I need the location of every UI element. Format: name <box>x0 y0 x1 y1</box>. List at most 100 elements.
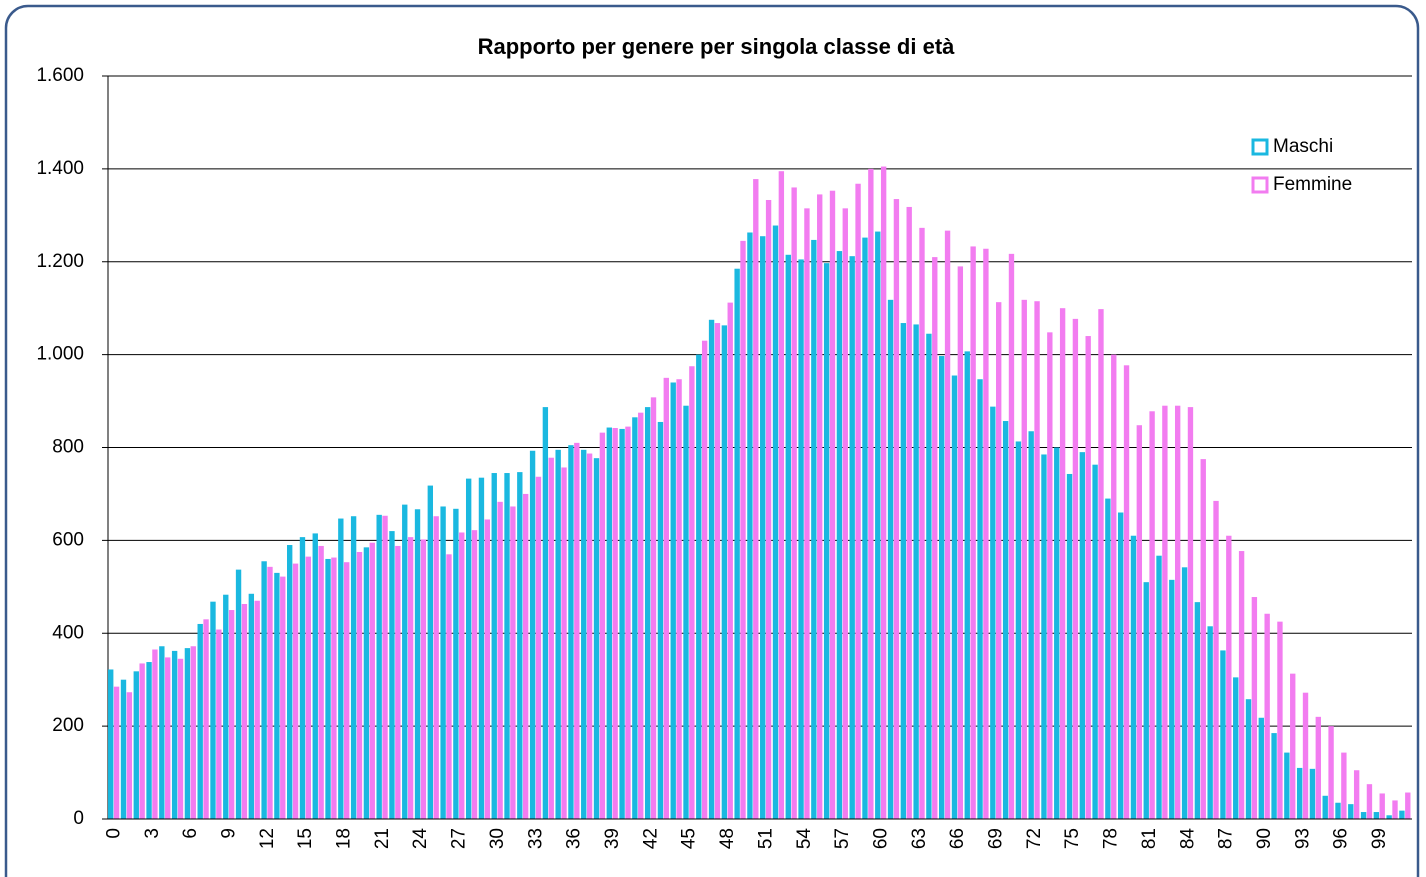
bar <box>522 493 529 819</box>
bar <box>1284 752 1290 819</box>
bar <box>478 477 485 819</box>
x-tick-label: 48 <box>717 828 738 849</box>
bar <box>593 458 600 819</box>
bar <box>120 679 127 819</box>
y-tick-label: 0 <box>73 808 84 829</box>
bar <box>267 566 273 819</box>
bar <box>1162 405 1168 819</box>
bar <box>701 340 708 819</box>
bar <box>1238 551 1245 819</box>
bar <box>574 442 580 819</box>
x-tick-label: 93 <box>1292 828 1313 849</box>
bar <box>228 610 235 819</box>
bar <box>714 323 721 819</box>
bar <box>862 237 868 820</box>
bar <box>542 407 549 819</box>
x-tick-label: 51 <box>755 828 776 849</box>
bar <box>1054 447 1060 819</box>
bar <box>312 533 318 819</box>
bar <box>811 239 817 819</box>
bar <box>990 406 996 819</box>
bar <box>913 324 919 819</box>
bar <box>1353 770 1360 819</box>
bar <box>407 537 414 819</box>
x-tick-label: 99 <box>1369 828 1390 849</box>
bar <box>817 194 823 819</box>
bar <box>932 257 938 819</box>
bar <box>561 467 567 819</box>
legend-label: Femmine <box>1273 174 1352 195</box>
bar <box>159 646 165 819</box>
bar <box>338 518 344 819</box>
bar <box>459 532 465 819</box>
bar <box>1405 792 1411 819</box>
bar <box>842 208 848 820</box>
bar <box>248 593 255 819</box>
bar <box>836 251 843 819</box>
bar <box>1072 318 1079 819</box>
bar <box>133 671 139 819</box>
bar <box>126 692 133 819</box>
bar <box>1149 411 1155 819</box>
bar <box>1174 405 1181 819</box>
bar <box>446 554 452 819</box>
bar <box>1085 336 1091 819</box>
x-tick-label: 81 <box>1139 828 1160 849</box>
bar <box>1379 793 1385 819</box>
bar <box>363 547 370 819</box>
bar <box>740 240 746 819</box>
bar <box>760 236 766 820</box>
bar <box>292 563 299 819</box>
bar <box>1021 299 1027 819</box>
x-tick-label: 84 <box>1177 828 1198 850</box>
bar <box>670 382 676 819</box>
bar <box>1130 535 1137 819</box>
x-tick-label: 87 <box>1216 828 1237 849</box>
bar <box>1302 692 1309 819</box>
x-tick-label: 63 <box>909 828 930 849</box>
bar <box>586 453 593 819</box>
x-tick-label: 39 <box>602 828 623 849</box>
y-tick-label: 1.000 <box>36 344 84 365</box>
bar <box>113 686 120 819</box>
bar <box>1041 454 1047 819</box>
bar <box>402 504 408 819</box>
bar <box>376 514 382 819</box>
bar <box>887 299 894 819</box>
bar <box>957 266 964 819</box>
x-tick-label: 9 <box>218 828 239 839</box>
bar <box>414 509 421 819</box>
bar <box>203 619 209 819</box>
bar <box>139 663 145 819</box>
bar <box>433 516 439 819</box>
bar <box>356 551 363 819</box>
x-tick-label: 0 <box>103 828 124 839</box>
bar <box>1335 802 1341 819</box>
bar <box>983 248 989 819</box>
bar <box>318 545 324 819</box>
bar <box>939 356 945 819</box>
bar <box>919 227 925 819</box>
bar <box>798 259 804 820</box>
bar <box>299 537 306 819</box>
bar <box>261 561 267 819</box>
y-tick-label: 1.400 <box>36 158 84 179</box>
bar <box>1309 768 1316 819</box>
bar <box>1296 767 1303 819</box>
bar <box>625 426 631 819</box>
x-tick-label: 15 <box>295 828 316 849</box>
bar <box>1386 815 1392 819</box>
bar <box>1015 441 1022 819</box>
x-tick-label: 24 <box>410 828 431 850</box>
x-tick-label: 3 <box>142 828 163 839</box>
bar <box>280 576 286 819</box>
bar <box>254 600 260 819</box>
bar <box>517 472 523 819</box>
bar <box>529 450 536 819</box>
bar <box>1207 626 1213 819</box>
bar <box>152 649 158 819</box>
bar <box>581 449 587 819</box>
bar <box>804 208 810 820</box>
bar <box>1392 800 1398 819</box>
